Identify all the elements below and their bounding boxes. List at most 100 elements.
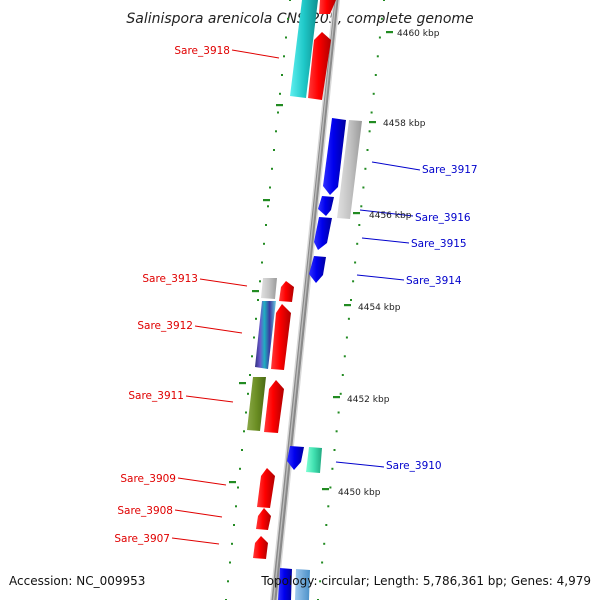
- gene-label-sare-3911[interactable]: Sare_3911: [128, 390, 184, 402]
- gene-sare-3918-arrow[interactable]: [308, 32, 331, 100]
- ruler-dot: [275, 130, 277, 133]
- tick-mark: [353, 212, 360, 215]
- ruler-dot: [273, 149, 275, 151]
- gene-sare-3917-grey[interactable]: [337, 120, 362, 219]
- gene-sare-3907[interactable]: [253, 536, 268, 559]
- ruler-dot: [356, 242, 359, 245]
- ruler-dot: [289, 0, 291, 1]
- gene-sare-3910[interactable]: [287, 446, 304, 470]
- tick-mark: [229, 481, 236, 484]
- ruler-dot: [360, 205, 363, 208]
- ruler-dot: [229, 561, 231, 564]
- ruler-dot: [343, 355, 346, 358]
- ruler-dot: [233, 524, 235, 526]
- ruler-dot: [243, 430, 245, 433]
- gene-label-sare-3916[interactable]: Sare_3916: [415, 212, 471, 224]
- leader-sare-3912: [194, 325, 243, 334]
- ruler-dot: [376, 55, 379, 58]
- leader-sare-3911: [185, 395, 234, 403]
- gene-sare-3913-grey[interactable]: [261, 278, 277, 299]
- gene-sare-3917[interactable]: [323, 118, 346, 195]
- ruler-dot: [372, 92, 375, 95]
- genome-backbone: [270, 0, 340, 600]
- gene-label-sare-3910[interactable]: Sare_3910: [386, 460, 442, 472]
- tick-label-4458: 4458 kbp: [383, 119, 426, 129]
- gene-sare-3911-green[interactable]: [247, 377, 266, 431]
- tick-marks: [229, 31, 393, 491]
- ruler-dot: [267, 205, 269, 208]
- tick-label-4460: 4460 kbp: [397, 29, 440, 39]
- ruler-dot: [245, 411, 247, 414]
- ruler-dot: [237, 486, 239, 489]
- gene-sare-3909[interactable]: [257, 468, 275, 508]
- gene-sare-3910-mint[interactable]: [306, 447, 322, 473]
- tick-label-4452: 4452 kbp: [347, 395, 390, 405]
- tick-mark: [344, 304, 351, 307]
- gene-label-sare-3915[interactable]: Sare_3915: [411, 238, 467, 250]
- gene-sare-3908[interactable]: [256, 508, 271, 530]
- ruler-dot: [255, 317, 257, 320]
- ruler-dot: [263, 242, 265, 245]
- gene-label-sare-3918[interactable]: Sare_3918: [174, 45, 230, 57]
- gene-label-sare-3912[interactable]: Sare_3912: [137, 320, 193, 332]
- leader-lines: [171, 49, 421, 545]
- ruler-dot: [364, 167, 367, 170]
- ruler-dot: [350, 299, 352, 301]
- leader-sare-3917: [371, 161, 421, 171]
- gene-sare-3913[interactable]: [279, 281, 294, 302]
- tick-mark: [263, 199, 270, 202]
- ruler-dot: [271, 167, 273, 170]
- gene-label-sare-3907[interactable]: Sare_3907: [114, 533, 170, 545]
- gene-bottom-steel[interactable]: [295, 569, 310, 600]
- genome-summary-text: Topology: circular; Length: 5,786,361 bp…: [260, 574, 591, 588]
- ruler-dot: [374, 74, 377, 76]
- gene-sare-3911[interactable]: [264, 380, 284, 433]
- gene-label-sare-3917[interactable]: Sare_3917: [422, 164, 478, 176]
- ruler-dot: [331, 467, 334, 470]
- ruler-dot: [333, 449, 336, 451]
- ruler-dot: [285, 36, 287, 39]
- ruler-dot: [257, 299, 259, 301]
- ruler-dot: [329, 486, 332, 489]
- ruler-dot: [352, 280, 355, 283]
- ruler-dot: [281, 74, 283, 76]
- ruler-dot: [235, 505, 237, 508]
- ruler-dot: [366, 149, 369, 151]
- ruler-dot: [241, 449, 243, 451]
- leader-sare-3908: [174, 509, 223, 518]
- gene-bottom-blue[interactable]: [278, 568, 292, 600]
- gene-sare-3912[interactable]: [271, 304, 291, 370]
- ruler-dot: [319, 580, 322, 583]
- leader-sare-3915: [361, 237, 410, 244]
- gene-sare-3918[interactable]: [319, 0, 336, 14]
- ruler-dot: [358, 224, 361, 226]
- gene-label-sare-3914[interactable]: Sare_3914: [406, 275, 462, 287]
- gene-label-sare-3909[interactable]: Sare_3909: [120, 473, 176, 485]
- gene-labels: Sare_3918 Sare_3917 Sare_3916 Sare_3915 …: [114, 45, 477, 545]
- tick-mark: [239, 382, 246, 385]
- gene-sare-3912-multi[interactable]: [255, 301, 276, 369]
- ruler-dot: [265, 224, 267, 226]
- ruler-dot: [287, 17, 289, 20]
- gene-sare-3918-cyan[interactable]: [290, 0, 318, 98]
- ruler-dot: [335, 430, 338, 433]
- ruler-dot: [380, 17, 383, 20]
- leader-sare-3910: [335, 461, 385, 468]
- accession-text: Accession: NC_009953: [9, 574, 145, 588]
- gene-sare-3916[interactable]: [318, 196, 334, 216]
- tick-mark: [369, 121, 376, 124]
- gene-label-sare-3908[interactable]: Sare_3908: [117, 505, 173, 517]
- gene-label-sare-3913[interactable]: Sare_3913: [142, 273, 198, 285]
- ruler-dot: [339, 392, 342, 395]
- tick-label-4454: 4454 kbp: [358, 303, 401, 313]
- gene-sare-3914[interactable]: [309, 256, 326, 283]
- leader-sare-3914: [356, 274, 405, 281]
- ruler-dot: [231, 542, 233, 545]
- tick-labels: 4460 kbp 4458 kbp 4456 kbp 4454 kbp 4452…: [338, 29, 440, 498]
- tick-label-4456: 4456 kbp: [369, 211, 412, 221]
- tick-mark: [276, 104, 283, 107]
- gene-sare-3915[interactable]: [314, 217, 332, 250]
- ruler-dot: [345, 336, 348, 339]
- ruler-dot: [251, 355, 253, 358]
